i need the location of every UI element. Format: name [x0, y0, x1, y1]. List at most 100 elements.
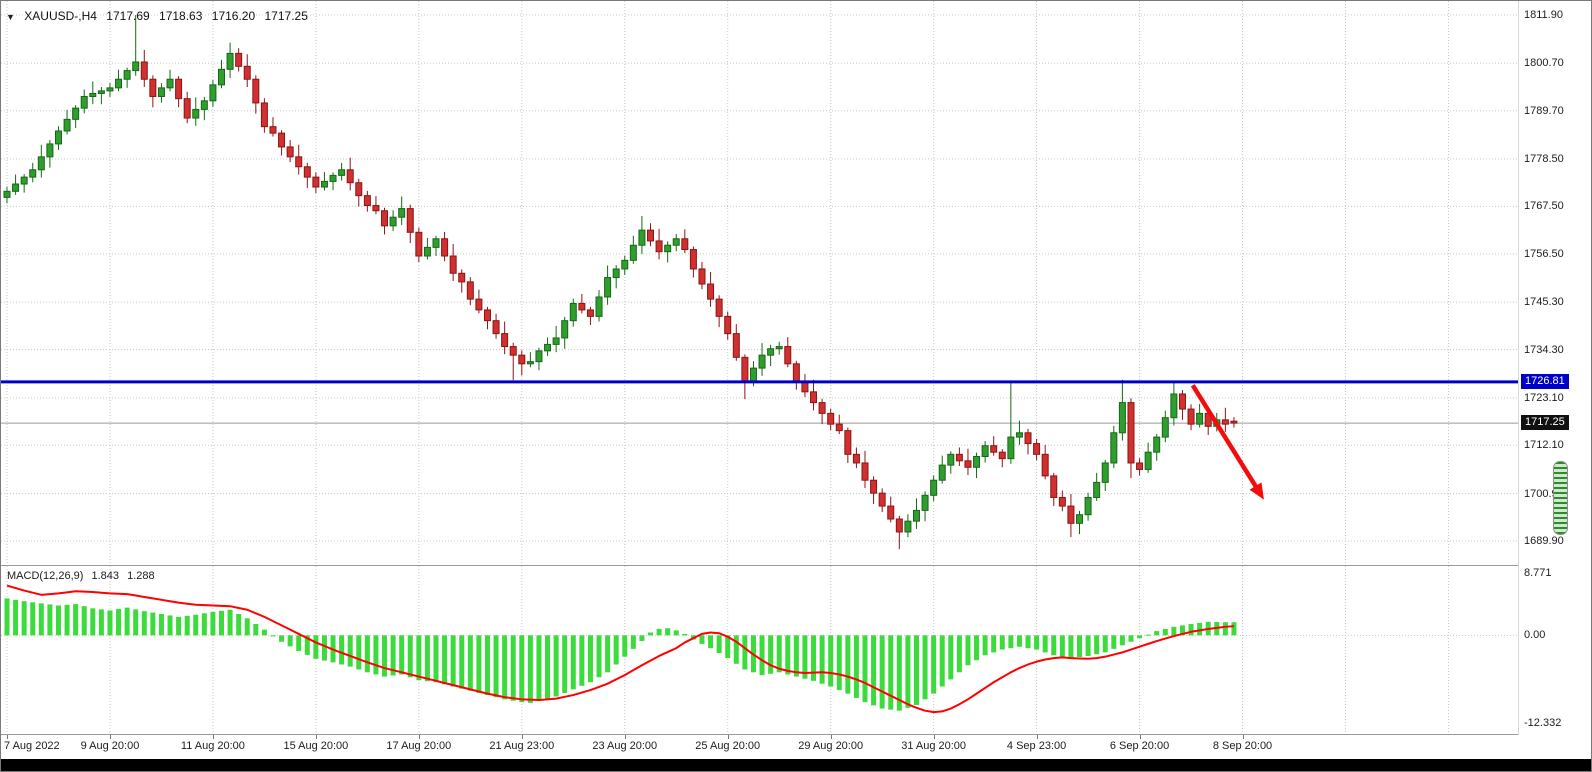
- macd-pane[interactable]: MACD(12,26,9) 1.843 1.288: [1, 566, 1518, 734]
- macd-chart-svg: [1, 566, 1518, 734]
- ohlc-close: 1717.25: [264, 9, 308, 23]
- candle-body: [1041, 453, 1049, 477]
- candle-body: [981, 445, 989, 457]
- candle-body: [810, 391, 818, 404]
- price-axis-label: 1789.70: [1524, 104, 1564, 117]
- macd-histogram-bar: [1102, 635, 1108, 653]
- macd-histogram-bar: [313, 635, 319, 659]
- macd-histogram-bar: [1162, 628, 1168, 636]
- candle-body: [3, 190, 11, 198]
- candle-body: [123, 70, 131, 80]
- candle-body: [732, 333, 740, 358]
- candle-body: [749, 367, 757, 382]
- candle-body: [621, 259, 629, 270]
- candle: [278, 130, 286, 156]
- macd-histogram-bar: [759, 635, 765, 676]
- candle: [912, 498, 920, 529]
- candle: [475, 289, 483, 314]
- macd-histogram-bar: [347, 635, 353, 667]
- price-axis[interactable]: 1689.90 1700.90 1712.10 1723.10 1734.30 1745.…: [1518, 1, 1591, 735]
- candle-body: [260, 102, 268, 128]
- candle-body: [235, 52, 243, 67]
- macd-histogram-bar: [493, 635, 499, 698]
- candle-body: [1170, 393, 1178, 419]
- candle-body: [672, 238, 680, 246]
- pane-separator[interactable]: [1, 565, 1591, 566]
- down-arrow-head[interactable]: [1249, 482, 1264, 500]
- macd-histogram-bar: [699, 635, 705, 644]
- candle-body: [501, 333, 509, 348]
- time-axis-tick: [933, 735, 935, 739]
- macd-histogram-bar: [725, 635, 731, 659]
- time-axis[interactable]: 7 Aug 2022 9 Aug 20:00 11 Aug 20:00 15 Aug …: [1, 735, 1591, 759]
- candle-body: [149, 78, 157, 97]
- time-axis-tick: [1036, 735, 1038, 739]
- macd-histogram-bar: [141, 611, 147, 636]
- time-axis-label: 6 Sep 20:00: [1109, 740, 1170, 752]
- macd-histogram-bar: [613, 635, 619, 665]
- symbol-period-label: XAUUSD-,H4: [24, 9, 97, 23]
- candle-body: [1084, 496, 1092, 516]
- macd-histogram-bar: [38, 603, 44, 636]
- macd-histogram-bar: [802, 635, 808, 679]
- macd-histogram-bar: [622, 635, 628, 657]
- candle-body: [947, 453, 955, 466]
- candle-body: [398, 208, 406, 218]
- macd-histogram-bar: [587, 635, 593, 683]
- macd-histogram-bar: [219, 610, 224, 636]
- candle-body: [818, 402, 826, 414]
- macd-histogram-bar: [261, 629, 267, 636]
- macd-histogram-bar: [811, 635, 817, 681]
- candle: [1007, 381, 1015, 464]
- time-axis-label: 8 Sep 20:00: [1212, 740, 1273, 752]
- macd-histogram-bar: [1222, 622, 1228, 636]
- macd-histogram-bar: [382, 635, 388, 677]
- macd-indicator-label: MACD(12,26,9) 1.843 1.288: [7, 570, 160, 582]
- price-axis-label: 1689.90: [1524, 535, 1564, 547]
- candle-body: [887, 505, 895, 520]
- price-pane[interactable]: ▼ XAUUSD-,H4 1717.69 1718.63 1716.20 171…: [1, 1, 1518, 565]
- candle-body: [492, 320, 500, 335]
- candle-body: [209, 84, 217, 102]
- candle: [724, 311, 732, 340]
- macd-histogram-bar: [682, 633, 688, 636]
- macd-histogram-bar: [948, 635, 954, 680]
- macd-histogram-bar: [828, 635, 834, 687]
- down-arrow-shaft[interactable]: [1190, 384, 1262, 495]
- macd-histogram-bar: [476, 635, 482, 693]
- candle: [226, 42, 234, 78]
- candle-body: [1127, 402, 1135, 464]
- macd-axis-label: 0.00: [1524, 629, 1546, 642]
- candle-body: [1093, 481, 1101, 498]
- ohlc-high: 1718.63: [159, 9, 203, 23]
- time-axis-tick: [624, 735, 626, 739]
- candle: [1221, 407, 1229, 432]
- candle-body: [852, 453, 860, 464]
- macd-histogram-bar: [527, 635, 533, 703]
- candle-body: [844, 430, 852, 455]
- candle: [921, 491, 929, 522]
- candle-body: [647, 229, 654, 242]
- macd-histogram-bar: [1085, 635, 1091, 656]
- macd-histogram-bar: [484, 635, 490, 696]
- candle-body: [12, 183, 20, 192]
- candle: [303, 162, 311, 188]
- candle-body: [175, 78, 183, 100]
- candle-body: [278, 132, 286, 148]
- price-axis-scroll-widget[interactable]: [1553, 461, 1568, 535]
- candle-body: [432, 238, 440, 248]
- candle: [260, 98, 268, 133]
- candle-body: [921, 494, 929, 511]
- candle-body: [938, 464, 946, 481]
- candle-body: [415, 231, 423, 257]
- macd-histogram-bar: [708, 635, 714, 649]
- one-click-trading-collapse-icon[interactable]: ▼: [6, 12, 15, 22]
- macd-histogram-bar: [450, 635, 456, 687]
- macd-histogram-bar: [167, 615, 173, 636]
- macd-histogram-bar: [73, 604, 79, 636]
- candle: [852, 447, 860, 469]
- candle-body: [518, 354, 526, 365]
- candle: [621, 255, 629, 275]
- price-axis-label: 1756.50: [1524, 247, 1564, 260]
- macd-histogram-bar: [1016, 635, 1022, 647]
